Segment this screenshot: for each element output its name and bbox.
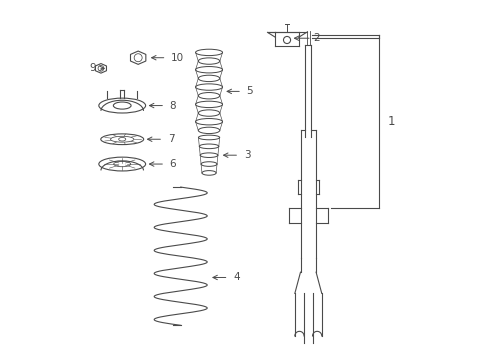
Text: 9: 9 xyxy=(89,63,96,73)
Text: 7: 7 xyxy=(167,134,174,144)
Text: 5: 5 xyxy=(246,86,253,96)
Text: 6: 6 xyxy=(169,159,176,169)
Text: 1: 1 xyxy=(387,115,395,128)
Text: 10: 10 xyxy=(171,53,184,63)
Text: 4: 4 xyxy=(233,273,239,283)
Text: 2: 2 xyxy=(313,33,320,43)
Text: 3: 3 xyxy=(244,150,250,160)
Text: 8: 8 xyxy=(169,100,176,111)
